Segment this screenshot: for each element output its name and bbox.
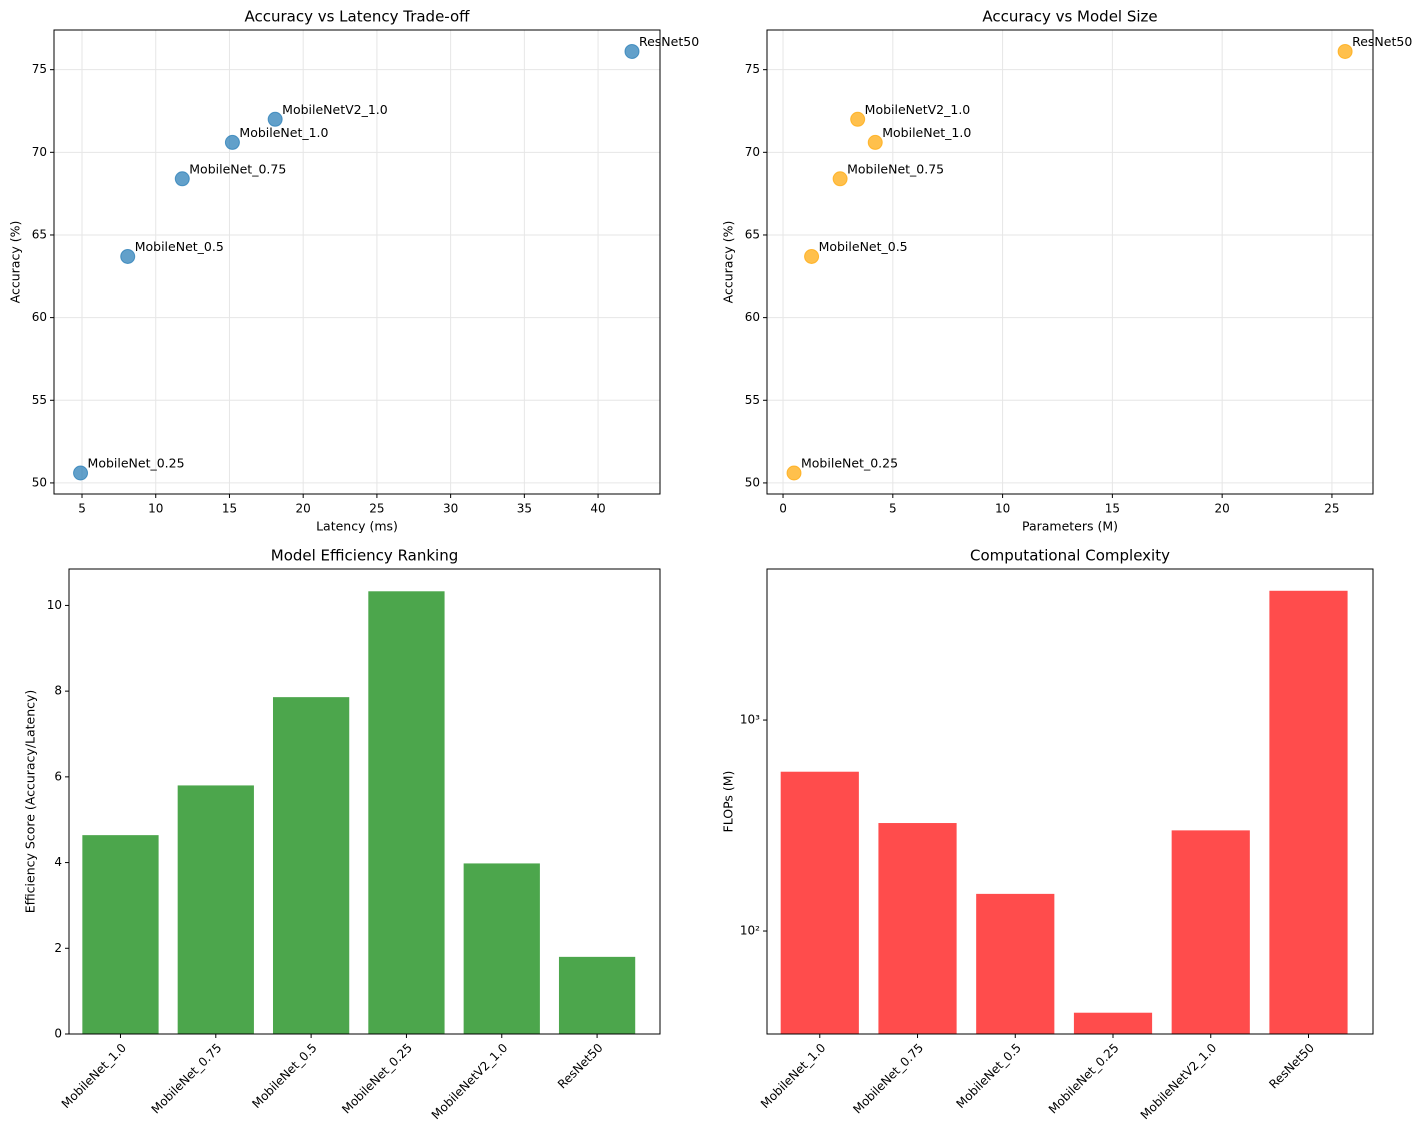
y-axis-label: Accuracy (%)	[8, 221, 23, 304]
x-tick-label: 0	[779, 502, 787, 516]
chart-title: Accuracy vs Latency Trade-off	[244, 8, 470, 26]
x-tick-label: MobileNet_0.5	[953, 1041, 1023, 1111]
x-tick-label: 15	[1105, 502, 1120, 516]
x-tick-label: MobileNet_0.25	[339, 1041, 415, 1117]
point	[624, 43, 640, 59]
x-tick-label: 25	[369, 502, 384, 516]
plot-frame	[766, 568, 1374, 1035]
x-tick-label: MobileNet_0.25	[1046, 1041, 1122, 1117]
x-tick-label: 20	[1215, 502, 1230, 516]
point	[832, 171, 848, 187]
x-tick-label: MobileNetV2_1.0	[1138, 1041, 1220, 1123]
point	[174, 171, 190, 187]
x-tick-label: 25	[1324, 502, 1339, 516]
y-tick-label: 75	[745, 62, 760, 76]
point	[850, 111, 866, 127]
x-tick-label: MobileNet_0.5	[249, 1041, 319, 1111]
y-tick-label: 10³	[740, 713, 760, 727]
x-tick-label: 35	[517, 502, 532, 516]
point-label: MobileNetV2_1.0	[865, 102, 971, 117]
y-tick-label: 55	[32, 393, 47, 407]
point-label: MobileNet_0.5	[135, 239, 224, 254]
point	[786, 465, 802, 481]
x-tick-label: 5	[889, 502, 897, 516]
x-tick-label: MobileNet_1.0	[758, 1041, 828, 1111]
chart-title: Accuracy vs Model Size	[982, 8, 1157, 26]
point-label: MobileNet_0.75	[847, 161, 944, 176]
bar	[1073, 1012, 1153, 1034]
plot-frame	[68, 568, 661, 1035]
chart-title: Computational Complexity	[970, 547, 1170, 565]
x-tick-label: 5	[78, 502, 86, 516]
y-tick-label: 50	[745, 475, 760, 489]
x-tick-label: MobileNet_0.75	[850, 1041, 926, 1117]
x-tick-label: 10	[148, 502, 163, 516]
y-tick-label: 55	[745, 393, 760, 407]
point	[867, 134, 883, 150]
y-tick-label: 65	[745, 227, 760, 241]
y-tick-label: 6	[54, 769, 62, 783]
y-axis-label: FLOPs (M)	[721, 771, 736, 833]
point-label: MobileNet_0.75	[189, 161, 286, 176]
bar	[878, 823, 957, 1034]
y-tick-label: 10	[47, 598, 62, 612]
x-tick-label: 30	[443, 502, 458, 516]
chart-title: Model Efficiency Ranking	[271, 547, 459, 565]
point-label: MobileNet_0.5	[819, 239, 908, 254]
point	[267, 111, 283, 127]
point-label: MobileNet_1.0	[882, 125, 971, 140]
y-tick-label: 50	[32, 475, 47, 489]
x-tick-label: 40	[590, 502, 605, 516]
x-tick-label: MobileNetV2_1.0	[429, 1041, 511, 1123]
y-axis-label: Efficiency Score (Accuracy/Latency)	[23, 690, 38, 914]
bar	[177, 785, 254, 1034]
x-tick-label: 10	[995, 502, 1010, 516]
bar	[1269, 590, 1348, 1034]
x-tick-label: 20	[296, 502, 311, 516]
point-label: MobileNet_0.25	[801, 456, 898, 471]
point-label: ResNet50	[1352, 34, 1412, 49]
x-tick-label: MobileNet_1.0	[59, 1041, 129, 1111]
y-tick-label: 60	[32, 310, 47, 324]
x-axis-label: Parameters (M)	[1022, 519, 1118, 534]
x-tick-label: MobileNet_0.75	[149, 1041, 225, 1117]
y-tick-label: 0	[54, 1027, 62, 1041]
y-tick-label: 60	[745, 310, 760, 324]
y-tick-label: 65	[32, 227, 47, 241]
bar	[976, 893, 1055, 1034]
point	[1337, 43, 1353, 59]
bar	[272, 697, 350, 1034]
bar	[558, 956, 636, 1034]
point-label: MobileNetV2_1.0	[282, 102, 388, 117]
bar	[463, 863, 540, 1034]
point-label: ResNet50	[639, 34, 699, 49]
x-tick-label: ResNet50	[555, 1041, 606, 1092]
point	[120, 248, 136, 264]
y-tick-label: 70	[745, 145, 760, 159]
x-tick-label: 15	[222, 502, 237, 516]
bar	[780, 771, 859, 1034]
y-tick-label: 2	[54, 941, 62, 955]
point	[224, 134, 240, 150]
x-tick-label: ResNet50	[1266, 1041, 1317, 1092]
y-axis-label: Accuracy (%)	[721, 221, 736, 304]
y-tick-label: 8	[54, 684, 62, 698]
point-label: MobileNet_1.0	[239, 125, 328, 140]
point	[73, 465, 89, 481]
bar	[82, 835, 159, 1034]
x-axis-label: Latency (ms)	[316, 519, 398, 534]
y-tick-label: 4	[54, 855, 62, 869]
plot-frame	[766, 29, 1374, 495]
point-label: MobileNet_0.25	[88, 456, 185, 471]
y-tick-label: 10²	[740, 924, 760, 938]
point	[804, 248, 820, 264]
y-tick-label: 75	[32, 62, 47, 76]
plot-frame	[53, 29, 661, 495]
y-tick-label: 70	[32, 145, 47, 159]
bar	[1171, 830, 1250, 1034]
bar	[368, 591, 445, 1034]
